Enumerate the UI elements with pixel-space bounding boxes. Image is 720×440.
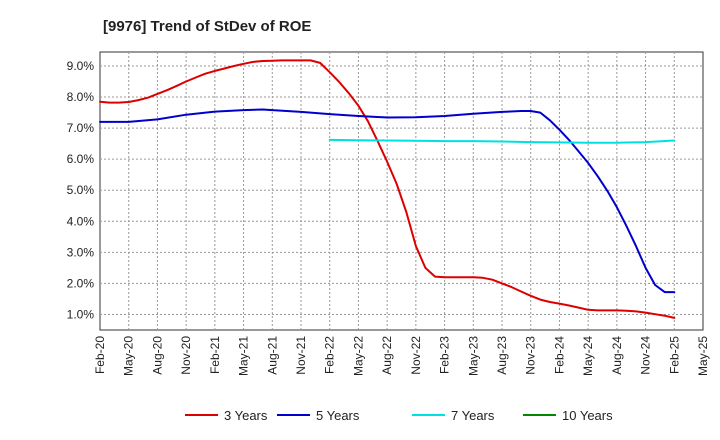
y-tick-label: 3.0% <box>67 245 95 259</box>
y-tick-label: 9.0% <box>67 59 95 73</box>
x-tick-label: May-24 <box>581 336 595 376</box>
x-tick-label: Aug-24 <box>610 336 624 375</box>
gridlines <box>100 52 703 330</box>
x-tick-label: Aug-20 <box>150 336 164 375</box>
y-tick-label: 1.0% <box>67 307 95 321</box>
x-tick-label: May-22 <box>351 336 365 376</box>
legend-label-10-years: 10 Years <box>562 408 613 423</box>
chart-title: [9976] Trend of StDev of ROE <box>103 18 311 35</box>
y-tick-label: 5.0% <box>67 183 95 197</box>
x-tick-label: Feb-25 <box>667 336 681 374</box>
x-tick-label: Nov-20 <box>179 336 193 375</box>
y-tick-label: 7.0% <box>67 121 95 135</box>
x-tick-label: Feb-20 <box>93 336 107 374</box>
y-tick-label: 6.0% <box>67 152 95 166</box>
y-tick-label: 4.0% <box>67 214 95 228</box>
series-lines <box>99 59 676 319</box>
x-tick-label: Feb-24 <box>552 336 566 374</box>
x-tick-label: Aug-22 <box>380 336 394 375</box>
y-axis-ticks: 1.0% 2.0% 3.0% 4.0% 5.0% 6.0% 7.0% 8.0% 9.0% <box>67 59 95 321</box>
x-tick-label: Feb-22 <box>323 336 337 374</box>
series-line-5-years <box>99 108 676 294</box>
y-tick-label: 8.0% <box>67 90 95 104</box>
legend-label-5-years: 5 Years <box>316 408 360 423</box>
y-tick-label: 2.0% <box>67 276 95 290</box>
x-tick-label: Feb-21 <box>208 336 222 374</box>
x-tick-label: May-23 <box>466 336 480 376</box>
x-tick-label: May-21 <box>237 336 251 376</box>
x-tick-label: Nov-22 <box>409 336 423 375</box>
plot-area <box>99 51 704 331</box>
legend-label-7-years: 7 Years <box>451 408 495 423</box>
x-tick-label: May-25 <box>696 336 710 376</box>
legend-label-3-years: 3 Years <box>224 408 268 423</box>
x-tick-label: Nov-23 <box>524 336 538 375</box>
series-line-3-years <box>99 59 676 319</box>
x-tick-label: May-20 <box>122 336 136 376</box>
x-tick-label: Nov-24 <box>639 336 653 375</box>
series-line-7-years <box>328 138 676 144</box>
x-tick-label: Nov-21 <box>294 336 308 375</box>
x-tick-label: Aug-21 <box>265 336 279 375</box>
x-tick-label: Aug-23 <box>495 336 509 375</box>
legend: 3 Years 5 Years 7 Years 10 Years <box>185 408 613 423</box>
x-axis-ticks: Feb-20 May-20 Aug-20 Nov-20 Feb-21 May-21 Aug-… <box>93 336 710 376</box>
x-tick-label: Feb-23 <box>438 336 452 374</box>
